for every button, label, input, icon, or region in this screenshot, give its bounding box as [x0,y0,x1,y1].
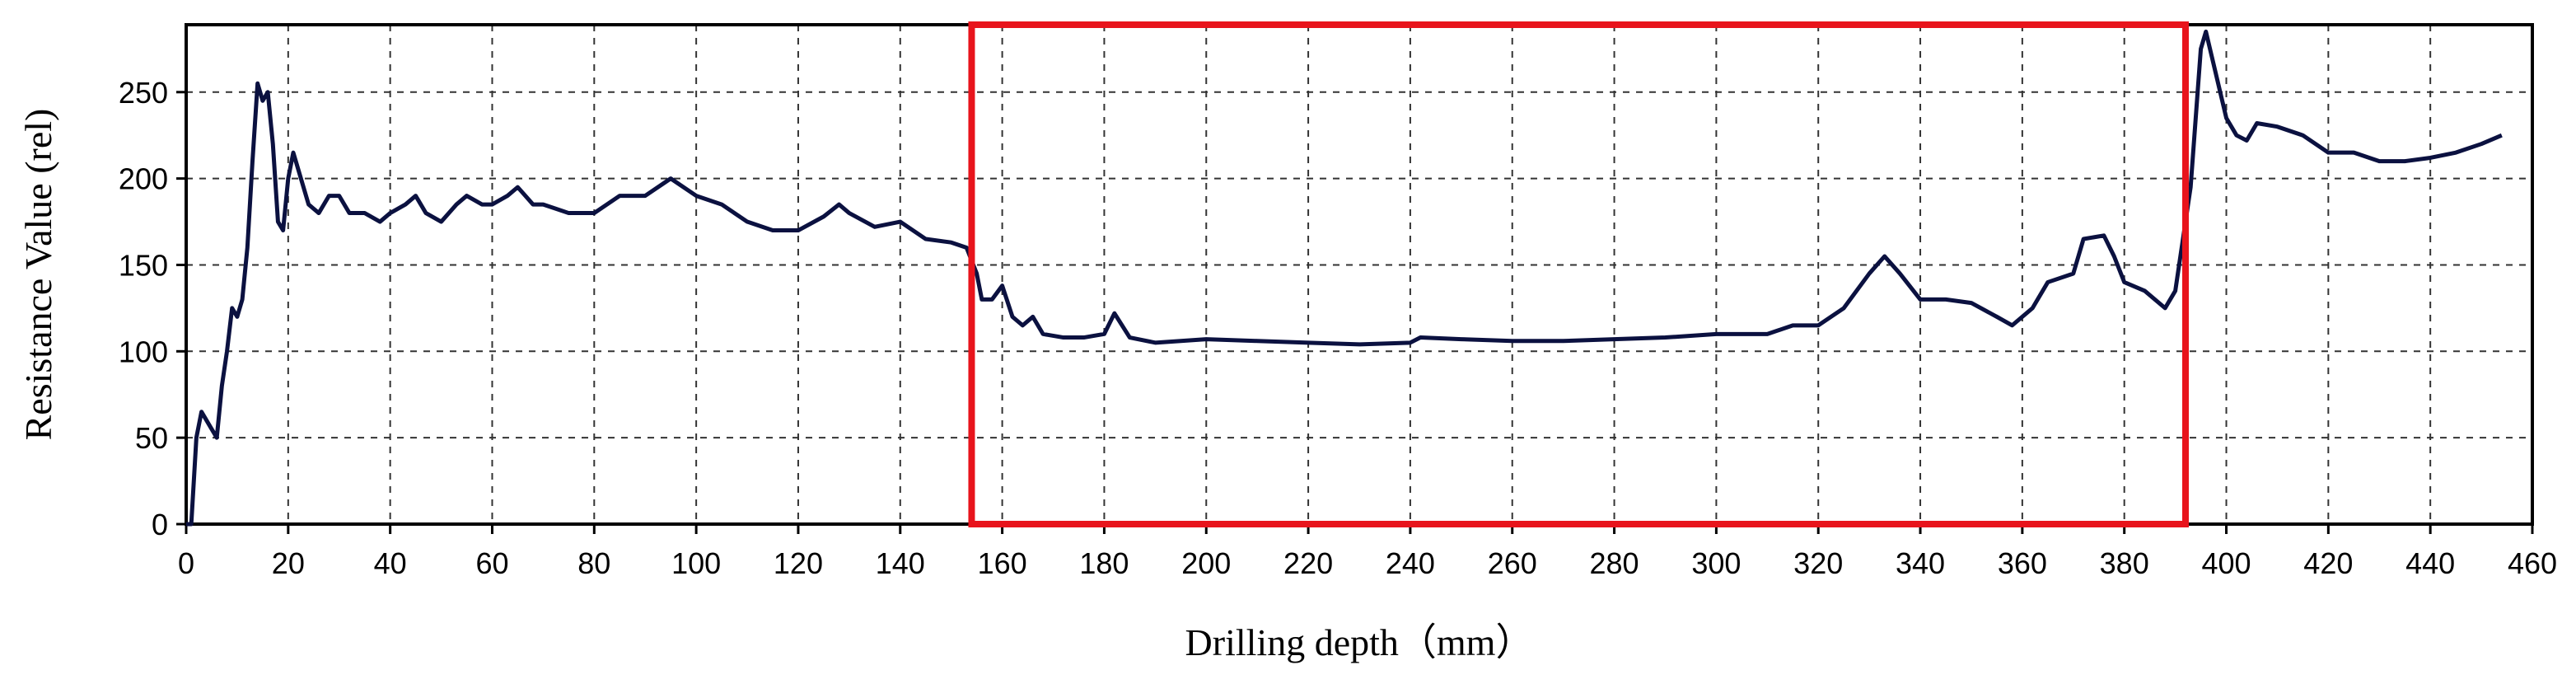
x-tick-label: 0 [178,546,194,580]
x-tick-label: 320 [1793,546,1843,580]
x-tick-label: 360 [1998,546,2047,580]
x-tick-label: 120 [774,546,823,580]
x-tick-label: 420 [2303,546,2353,580]
x-tick-label: 140 [876,546,925,580]
data-line [186,29,2503,527]
x-tick-label: 280 [1590,546,1639,580]
x-tick-label: 160 [978,546,1027,580]
y-tick-label: 50 [135,421,168,455]
x-tick-label: 340 [1896,546,1945,580]
y-axis-label: Resistance Value (rel) [17,109,59,441]
y-tick-label: 0 [152,508,168,541]
x-tick-label: 180 [1079,546,1129,580]
x-tick-label: 40 [374,546,407,580]
x-tick-label: 460 [2508,546,2557,580]
x-tick-label: 380 [2100,546,2149,580]
x-tick-label: 100 [671,546,721,580]
x-tick-label: 240 [1386,546,1435,580]
x-tick-label: 20 [272,546,305,580]
x-tick-label: 260 [1488,546,1537,580]
plot-frame [185,23,2534,526]
x-tick-label: 80 [577,546,610,580]
y-tick-label: 100 [119,335,168,368]
x-tick-label: 200 [1181,546,1231,580]
x-axis-label: Drilling depth（mm） [1185,621,1534,663]
y-tick-label: 200 [119,162,168,196]
y-tick-label: 250 [119,76,168,110]
x-tick-label: 60 [475,546,508,580]
x-tick-label: 400 [2201,546,2251,580]
x-tick-label: 440 [2405,546,2455,580]
x-tick-label: 220 [1283,546,1333,580]
y-tick-label: 150 [119,248,168,282]
x-tick-label: 300 [1691,546,1741,580]
highlight-box [968,21,2189,527]
